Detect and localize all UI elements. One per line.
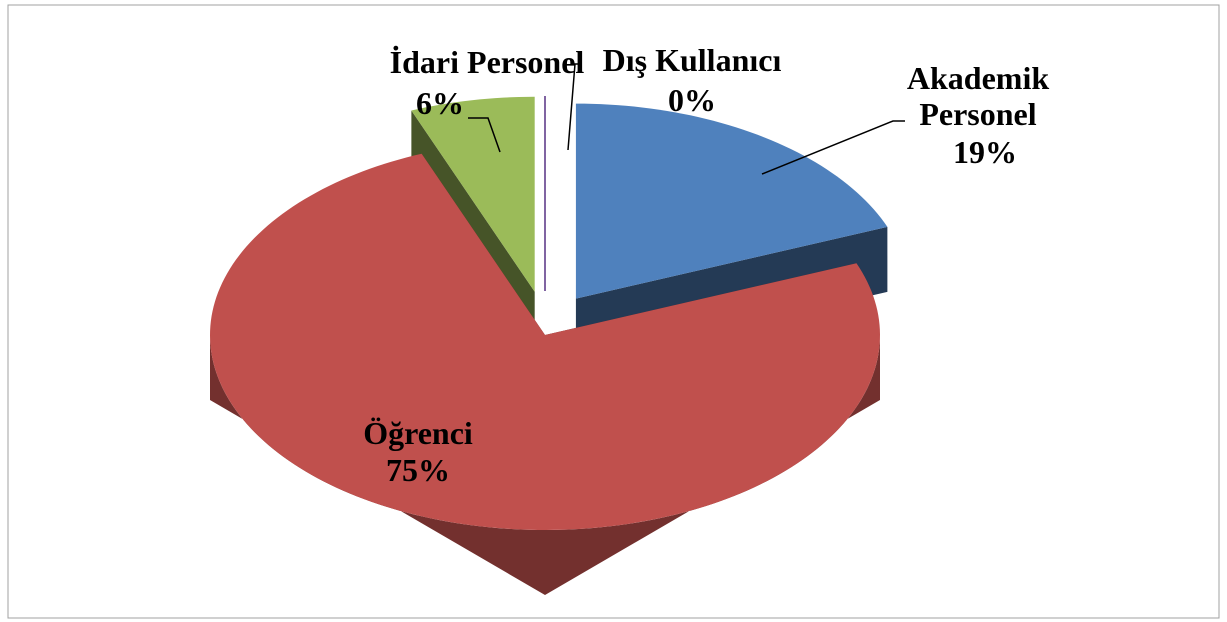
- leader-line: [761, 120, 905, 175]
- leader-line: [567, 63, 580, 151]
- slice-label: Öğrenci: [363, 415, 473, 451]
- slice-label: Akademik Personel: [906, 60, 1050, 132]
- slice-value-label: 19%: [953, 134, 1017, 170]
- slice: [210, 153, 880, 530]
- slice-label: Dış Kullanıcı: [602, 42, 782, 78]
- slice-value-label: 75%: [386, 452, 450, 488]
- slice-value-label: 6%: [416, 85, 464, 121]
- slice-value-label: 0%: [668, 82, 716, 118]
- slice-label: İdari Personel: [389, 44, 585, 80]
- slice: [411, 96, 535, 292]
- leader-line: [468, 117, 501, 153]
- pie: [210, 96, 888, 595]
- slice-side: [210, 335, 880, 595]
- slice: [575, 103, 888, 299]
